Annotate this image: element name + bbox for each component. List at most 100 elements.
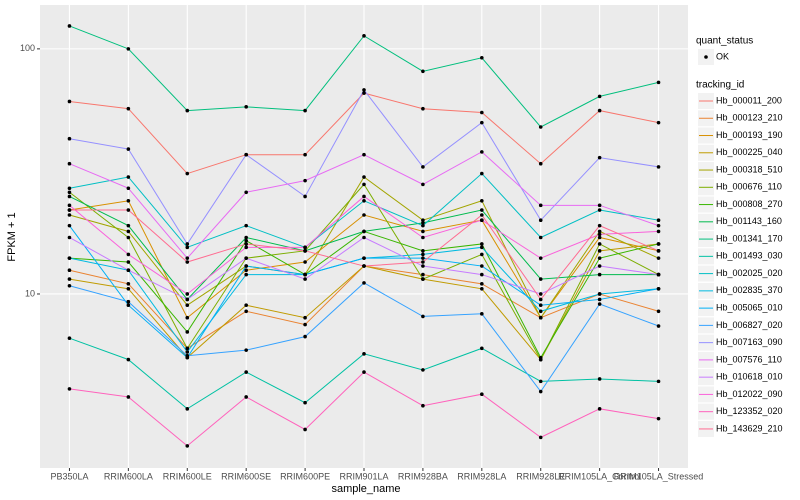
legend-label: OK: [716, 51, 729, 61]
legend-label: Hb_002025_020: [716, 268, 783, 278]
data-point: [362, 281, 366, 285]
legend-label: Hb_002835_370: [716, 285, 783, 295]
data-point: [126, 268, 131, 273]
data-point: [597, 377, 602, 381]
data-point: [67, 268, 72, 273]
x-tick-label: RRIM105LA_Stressed: [614, 471, 704, 481]
data-point: [362, 352, 366, 356]
data-point: [656, 379, 661, 384]
data-point: [67, 99, 72, 104]
data-point: [67, 283, 72, 288]
data-point: [538, 218, 543, 222]
data-point: [67, 208, 72, 212]
data-point: [480, 346, 484, 351]
data-point: [538, 355, 543, 360]
data-point: [538, 125, 543, 129]
x-tick-label: PB350LA: [50, 471, 88, 481]
x-tick-label: RRIM928LA: [457, 471, 506, 481]
data-point: [303, 260, 307, 264]
x-tick-label: RRIM600LA: [104, 471, 153, 481]
data-point: [126, 286, 131, 291]
data-point: [67, 24, 72, 28]
y-tick-label: 10: [25, 288, 35, 298]
data-point: [362, 213, 366, 217]
data-point: [67, 277, 72, 281]
data-point: [362, 229, 366, 234]
legend-label: Hb_000193_190: [716, 130, 783, 140]
data-point: [480, 252, 484, 257]
data-point: [597, 242, 602, 246]
x-tick-label: RRIM600SE: [221, 471, 271, 481]
data-point: [185, 242, 190, 246]
data-point: [597, 292, 602, 296]
data-point: [126, 229, 131, 234]
data-point: [480, 272, 484, 277]
data-point: [185, 297, 190, 302]
legend-label: Hb_010618_010: [716, 372, 783, 382]
data-point: [126, 282, 131, 286]
legend-label: Hb_005065_010: [716, 302, 783, 312]
data-point: [126, 198, 131, 203]
data-point: [185, 256, 190, 260]
data-point: [538, 235, 543, 240]
legend-label: Hb_000011_200: [716, 95, 782, 105]
data-point: [185, 245, 190, 250]
data-point: [656, 80, 661, 85]
data-point: [538, 303, 543, 307]
data-point: [656, 324, 661, 328]
data-point: [126, 186, 131, 191]
data-point: [244, 235, 248, 240]
data-point: [244, 223, 248, 228]
data-point: [597, 94, 602, 99]
legend-label: Hb_006827_020: [716, 320, 783, 330]
data-point: [597, 264, 602, 268]
data-point: [362, 194, 366, 199]
data-point: [244, 264, 248, 268]
data-point: [244, 348, 248, 352]
data-point: [244, 272, 248, 277]
data-point: [126, 303, 131, 307]
data-point: [597, 302, 602, 306]
data-point: [126, 235, 131, 240]
data-point: [656, 249, 661, 253]
legend-label: Hb_123352_020: [716, 406, 783, 416]
data-point: [597, 229, 602, 234]
data-point: [67, 213, 72, 217]
data-point: [244, 242, 248, 246]
data-point: [185, 407, 190, 411]
data-point: [421, 165, 425, 169]
data-point: [421, 229, 425, 234]
data-point: [126, 47, 131, 51]
data-point: [597, 108, 602, 113]
data-point: [480, 312, 484, 316]
data-point: [480, 171, 484, 176]
data-point: [126, 252, 131, 257]
data-point: [362, 152, 366, 157]
data-point: [303, 400, 307, 405]
data-point: [656, 286, 661, 291]
y-tick-label: 100: [20, 43, 35, 53]
data-point: [538, 161, 543, 166]
data-point: [303, 178, 307, 183]
data-point: [480, 245, 484, 250]
data-point: [126, 106, 131, 111]
data-point: [538, 277, 543, 281]
x-tick-label: RRIM105LA_Control: [558, 471, 641, 481]
data-point: [67, 256, 72, 260]
data-point: [303, 272, 307, 277]
data-point: [185, 108, 190, 113]
legend-label: Hb_000676_110: [716, 182, 782, 192]
data-point: [421, 260, 425, 264]
data-point: [656, 256, 661, 260]
data-point: [421, 235, 425, 240]
data-point: [538, 203, 543, 208]
data-point: [538, 435, 543, 440]
data-point: [67, 136, 72, 141]
data-point: [421, 223, 425, 228]
data-point: [362, 235, 366, 240]
data-point: [126, 223, 131, 228]
data-point: [244, 309, 248, 314]
data-point: [421, 256, 425, 260]
data-point: [362, 175, 366, 179]
data-point: [597, 272, 602, 277]
